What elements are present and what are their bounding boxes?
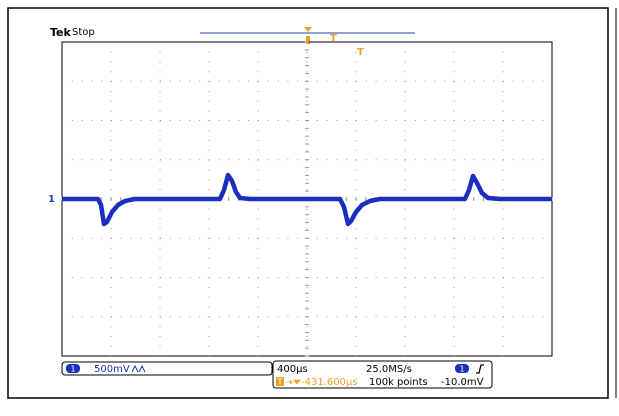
- channel-box: [61, 361, 273, 376]
- run-status: Stop: [72, 27, 95, 38]
- trigger-badge: T: [277, 378, 283, 387]
- vertical-scale: 500mV: [94, 364, 130, 375]
- record-length: 100k points: [369, 377, 428, 388]
- timebase-box: [272, 360, 493, 389]
- waveform: [62, 172, 552, 227]
- channel-marker: 1: [48, 194, 55, 205]
- trigger-pointer: [304, 27, 312, 32]
- trigger-arrows: [286, 379, 301, 385]
- edge-icon: [476, 364, 484, 374]
- trigger-level: -10.0mV: [441, 377, 484, 388]
- trigger-badge-bg: [276, 377, 284, 386]
- channel-badge: 1: [70, 365, 75, 374]
- channel-badge-bg: [66, 364, 80, 373]
- trigger-marker: T: [357, 47, 364, 58]
- time-scale: 400µs: [277, 364, 308, 375]
- sample-rate: 25.0MS/s: [366, 364, 412, 375]
- trigger-position: -431.600µs: [301, 377, 358, 388]
- trigger-top-marker: T: [330, 33, 337, 44]
- view-bracket: [306, 36, 310, 44]
- bandwidth-icon: [131, 364, 146, 373]
- brand: Tek: [50, 26, 72, 39]
- trigger-source: 1: [459, 365, 464, 374]
- trigger-source-bg: [455, 364, 469, 373]
